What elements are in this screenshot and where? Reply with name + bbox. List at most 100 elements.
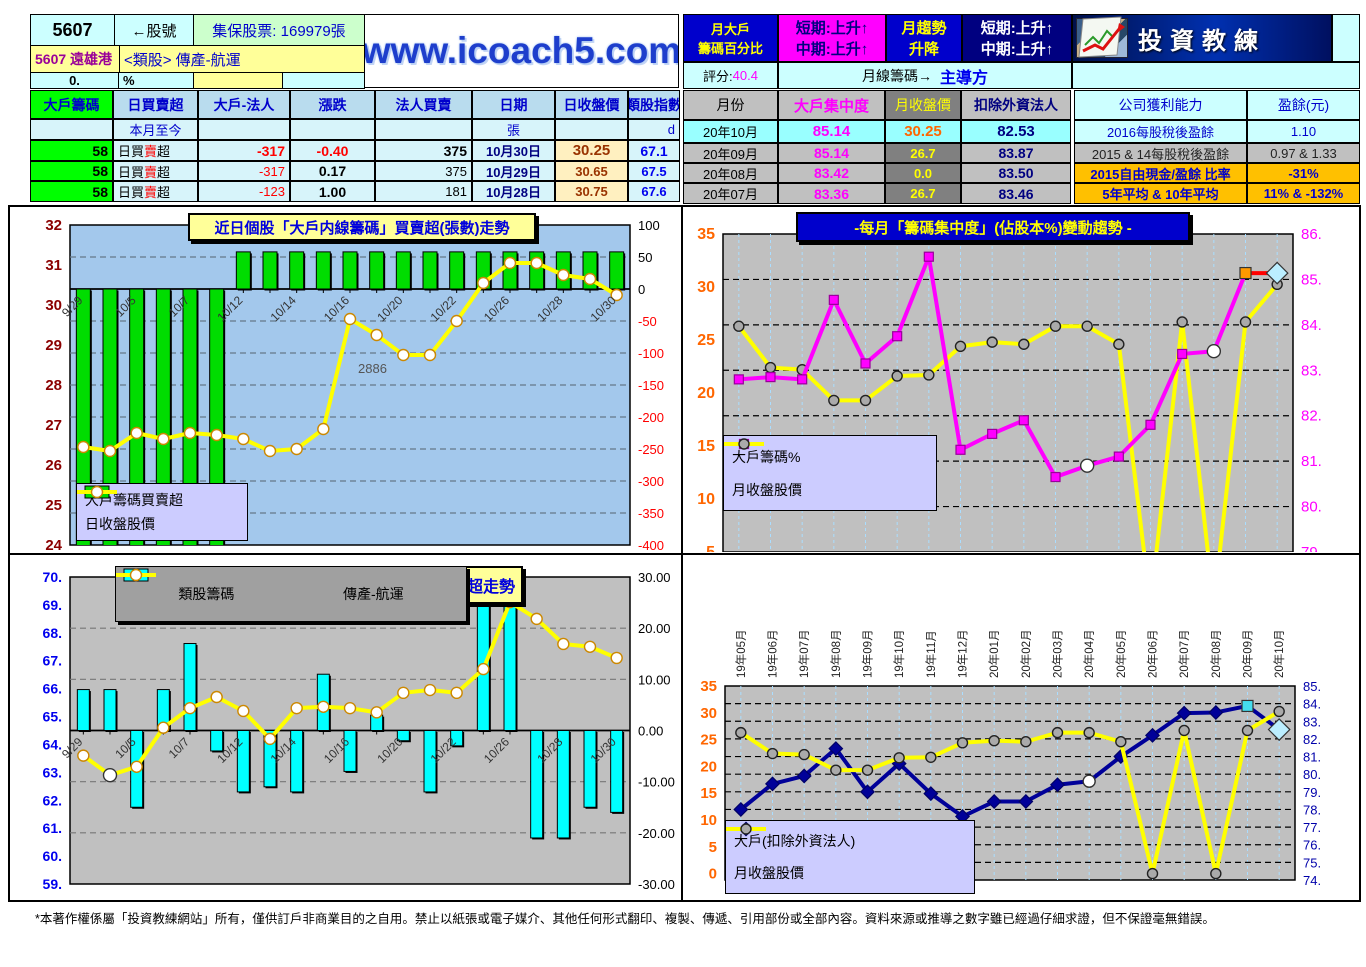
table-cell: 85.14	[778, 143, 885, 163]
table-cell: 67.6	[628, 181, 680, 202]
table-cell: 10月29日	[472, 161, 555, 181]
table-cell: 張	[472, 119, 555, 140]
svg-text:-50: -50	[638, 314, 657, 329]
table-cell: 月份	[683, 90, 778, 120]
svg-text:32: 32	[45, 217, 62, 234]
score-value: 40.4	[732, 68, 758, 83]
table-cell: 85.14	[778, 120, 885, 143]
table-cell: -31%	[1247, 163, 1360, 183]
svg-text:19年07月: 19年07月	[797, 629, 811, 678]
svg-text:20年06月: 20年06月	[1146, 629, 1160, 678]
short-trend-1: 短期:上升↑	[795, 20, 869, 37]
legend-swatch	[116, 568, 156, 582]
svg-text:60.: 60.	[43, 848, 62, 864]
svg-text:84.: 84.	[1301, 317, 1322, 334]
svg-text:69.: 69.	[43, 597, 62, 613]
svg-text:-10.00: -10.00	[638, 775, 675, 790]
table-cell: 58	[30, 181, 113, 202]
month-trend-block: 月趨勢 升降	[886, 14, 962, 62]
table-cell: -317	[198, 161, 290, 181]
table-cell: 0.97 & 1.33	[1247, 143, 1360, 163]
table-cell: 58	[30, 140, 113, 161]
svg-text:35: 35	[697, 226, 715, 243]
svg-text:20.00: 20.00	[638, 621, 671, 636]
legend-item: 月收盤股價	[724, 438, 928, 500]
chart-legend: 類股籌碼 傳產-航運	[115, 566, 467, 622]
table-cell	[198, 119, 290, 140]
svg-text:30: 30	[697, 279, 715, 296]
svg-text:66.: 66.	[43, 681, 62, 697]
table-cell: -0.40	[290, 140, 375, 161]
table-cell: 大戶籌碼	[30, 90, 113, 119]
chart-title: 近日個股「大戶内線籌碼」買賣超(張數)走勢	[188, 213, 536, 241]
monthly-chips-cell: 月線籌碼→ 主導方	[778, 62, 1072, 89]
chart-svg-c4: 35 30 25 20 15 10 5 0 85. 84. 83. 82. 81. 80. 79. 78. 77…	[700, 629, 1321, 888]
svg-text:100: 100	[638, 218, 660, 233]
svg-text:84.: 84.	[1303, 697, 1321, 712]
table-cell: 20年10月	[683, 120, 778, 143]
svg-text:31: 31	[45, 257, 62, 274]
svg-text:19年10月: 19年10月	[892, 629, 906, 678]
legend-swatch	[724, 438, 764, 450]
svg-text:10: 10	[697, 491, 715, 508]
short-mid-trend-1: 短期:上升↑ 中期:上升↑	[778, 14, 886, 62]
table-cell	[290, 119, 375, 140]
monthly-major-line2: 籌碼百分比	[697, 41, 763, 56]
table-cell	[555, 119, 628, 140]
table-cell: 日買賣超	[113, 90, 198, 119]
svg-text:-20.00: -20.00	[638, 826, 675, 841]
chart-monthly-major-exforeign: 35 30 25 20 15 10 5 0 85. 84. 83. 82. 81. 80. 79. 78. 77…	[684, 556, 1359, 900]
svg-text:82.: 82.	[1301, 408, 1322, 425]
table-cell: 日收盤價	[555, 90, 628, 119]
svg-text:19年08月: 19年08月	[829, 629, 843, 678]
svg-text:30: 30	[45, 297, 62, 314]
chart-monthly-concentration: 35 30 25 20 15 10 5 86. 85. 84. 83. 82. 81. 80. 79. -每月…	[684, 207, 1359, 552]
table-cell: 83.87	[961, 143, 1071, 163]
pct-value: 0.	[30, 72, 119, 89]
svg-text:15: 15	[700, 785, 717, 802]
legend-item: 月收盤股價	[726, 823, 966, 883]
svg-text:83.: 83.	[1301, 362, 1322, 379]
site-link[interactable]: www.icoach5.com	[364, 14, 679, 88]
mid-trend-1: 中期:上升↑	[795, 41, 869, 58]
svg-text:-100: -100	[638, 346, 664, 361]
table-cell: 5年平均 & 10年平均	[1074, 183, 1247, 204]
legend-swatch	[77, 485, 117, 499]
blank-yellow-cell	[193, 72, 283, 89]
stock-name: 5607 遠雄港	[30, 45, 120, 73]
table-cell: 11% & -132%	[1247, 183, 1360, 204]
bar-series	[75, 251, 626, 545]
line-series	[735, 705, 1285, 880]
table-cell: 盈餘(元)	[1247, 90, 1360, 120]
svg-text:19年06月: 19年06月	[766, 629, 780, 678]
svg-text:80.: 80.	[1301, 499, 1322, 516]
svg-text:30.00: 30.00	[638, 570, 671, 585]
blank-cyan-cell	[282, 72, 365, 89]
table-cell: 月收盤價	[885, 90, 961, 120]
svg-text:85.: 85.	[1303, 679, 1321, 694]
svg-text:62.: 62.	[43, 792, 62, 808]
table-cell: d	[628, 119, 680, 140]
svg-text:68.: 68.	[43, 625, 62, 641]
svg-text:86.: 86.	[1301, 226, 1322, 243]
legend-item: 日收盤股價	[77, 485, 239, 534]
table-cell: 26.7	[885, 143, 961, 163]
legend-label: 傳產-航運	[342, 586, 404, 602]
logo-text: 投資教練	[1138, 28, 1266, 55]
table-cell: 公司獲利能力	[1074, 90, 1247, 120]
table-cell: 2015自由現金/盈餘 比率	[1074, 163, 1247, 183]
svg-text:64.: 64.	[43, 736, 62, 752]
line-series	[77, 595, 623, 783]
line-series	[77, 256, 623, 458]
cyan-strip-2	[1072, 62, 1360, 89]
svg-text:20年01月: 20年01月	[987, 629, 1001, 678]
legend-label: 大戶籌碼%	[732, 448, 801, 465]
table-cell: 日期	[472, 90, 555, 119]
table-cell: 日買賣超	[113, 181, 198, 202]
logo: 投資教練	[1072, 14, 1332, 62]
header-strip	[1332, 14, 1360, 62]
svg-text:83.: 83.	[1303, 714, 1321, 729]
stock-id-label: ←股號	[114, 14, 194, 46]
svg-text:67.: 67.	[43, 653, 62, 669]
